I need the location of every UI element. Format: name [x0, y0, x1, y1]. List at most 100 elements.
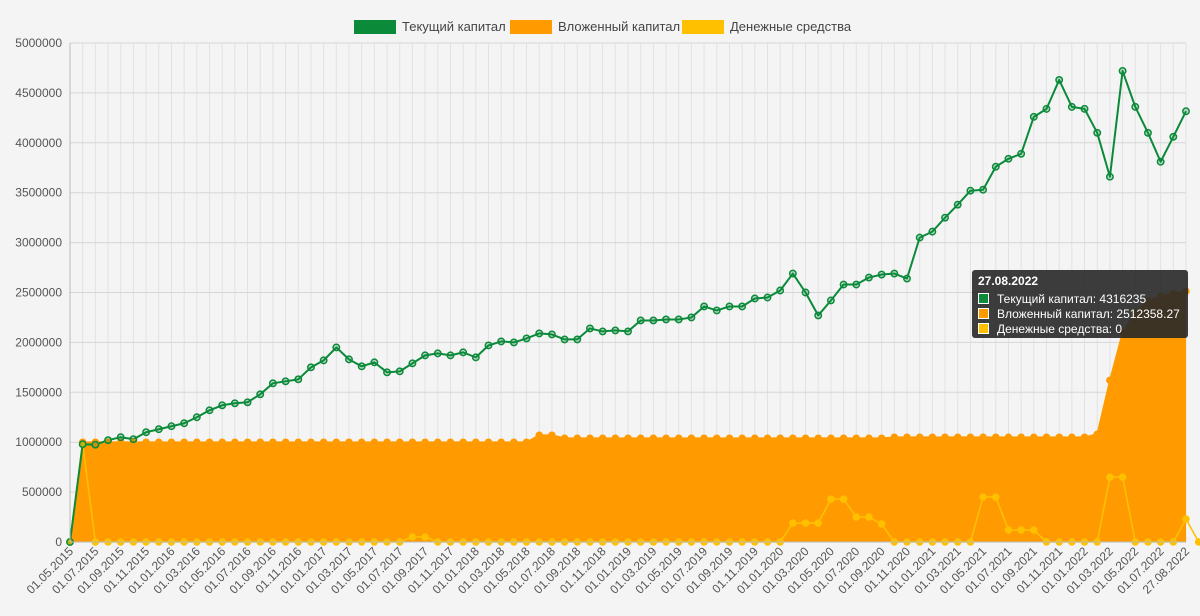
point-cash[interactable] — [1106, 473, 1114, 481]
point-current-capital[interactable] — [129, 435, 138, 444]
point-current-capital[interactable] — [294, 375, 303, 384]
point-invested-capital[interactable] — [687, 434, 696, 442]
point-current-capital[interactable] — [218, 401, 227, 410]
point-current-capital[interactable] — [801, 288, 810, 297]
point-cash[interactable] — [877, 520, 886, 528]
point-current-capital[interactable] — [852, 280, 861, 289]
point-invested-capital[interactable] — [142, 438, 150, 446]
legend-label-current-capital[interactable]: Текущий капитал — [402, 19, 506, 34]
point-invested-capital[interactable] — [763, 434, 772, 442]
point-current-capital[interactable] — [91, 440, 100, 449]
point-current-capital[interactable] — [104, 436, 112, 445]
point-current-capital[interactable] — [421, 351, 430, 360]
point-current-capital[interactable] — [205, 406, 214, 415]
point-current-capital[interactable] — [1131, 102, 1140, 111]
point-invested-capital[interactable] — [573, 434, 582, 442]
point-invested-capital[interactable] — [839, 434, 848, 442]
point-current-capital[interactable] — [966, 186, 975, 195]
point-cash[interactable] — [1017, 526, 1025, 534]
point-current-capital[interactable] — [826, 296, 835, 305]
point-invested-capital[interactable] — [877, 434, 886, 442]
point-invested-capital[interactable] — [1093, 430, 1101, 438]
point-current-capital[interactable] — [839, 280, 848, 289]
point-invested-capital[interactable] — [269, 438, 277, 446]
point-invested-capital[interactable] — [1030, 433, 1038, 441]
point-current-capital[interactable] — [395, 367, 404, 376]
point-current-capital[interactable] — [78, 440, 87, 449]
point-cash[interactable] — [801, 519, 810, 527]
point-current-capital[interactable] — [674, 315, 683, 324]
point-invested-capital[interactable] — [155, 438, 163, 446]
point-invested-capital[interactable] — [738, 434, 746, 442]
point-current-capital[interactable] — [1105, 172, 1114, 181]
point-current-capital[interactable] — [535, 329, 544, 338]
point-cash[interactable] — [979, 493, 987, 501]
point-invested-capital[interactable] — [992, 433, 1000, 441]
point-cash[interactable] — [1182, 515, 1190, 523]
point-current-capital[interactable] — [1169, 132, 1178, 141]
point-current-capital[interactable] — [1029, 112, 1038, 121]
point-current-capital[interactable] — [192, 413, 201, 422]
point-invested-capital[interactable] — [281, 438, 290, 446]
point-invested-capital[interactable] — [231, 438, 239, 446]
point-invested-capital[interactable] — [611, 434, 620, 442]
point-current-capital[interactable] — [357, 362, 366, 371]
point-invested-capital[interactable] — [345, 438, 353, 446]
point-invested-capital[interactable] — [674, 434, 683, 442]
point-invested-capital[interactable] — [548, 431, 556, 439]
point-invested-capital[interactable] — [801, 434, 810, 442]
point-invested-capital[interactable] — [827, 434, 835, 442]
point-invested-capital[interactable] — [408, 438, 417, 446]
point-current-capital[interactable] — [814, 311, 823, 320]
point-current-capital[interactable] — [243, 398, 252, 407]
point-current-capital[interactable] — [433, 349, 442, 358]
point-current-capital[interactable] — [903, 274, 911, 283]
point-current-capital[interactable] — [662, 315, 670, 324]
point-current-capital[interactable] — [712, 306, 721, 315]
point-invested-capital[interactable] — [1042, 433, 1051, 441]
point-current-capital[interactable] — [1182, 107, 1190, 116]
point-current-capital[interactable] — [1118, 66, 1127, 75]
point-current-capital[interactable] — [649, 316, 658, 325]
point-invested-capital[interactable] — [535, 431, 543, 439]
point-cash[interactable] — [1004, 526, 1013, 534]
point-invested-capital[interactable] — [725, 434, 734, 442]
point-current-capital[interactable] — [636, 316, 645, 325]
point-invested-capital[interactable] — [966, 433, 975, 441]
point-cash[interactable] — [789, 519, 797, 527]
point-invested-capital[interactable] — [319, 438, 328, 446]
point-cash[interactable] — [992, 493, 1000, 501]
point-current-capital[interactable] — [471, 353, 480, 362]
point-invested-capital[interactable] — [434, 438, 442, 446]
point-cash[interactable] — [421, 533, 429, 541]
point-current-capital[interactable] — [991, 162, 1000, 171]
point-invested-capital[interactable] — [700, 434, 708, 442]
point-current-capital[interactable] — [915, 233, 924, 242]
point-current-capital[interactable] — [497, 337, 506, 346]
point-current-capital[interactable] — [611, 326, 620, 335]
point-current-capital[interactable] — [1156, 157, 1165, 166]
point-invested-capital[interactable] — [522, 438, 531, 446]
legend-swatch-invested-capital[interactable] — [510, 20, 552, 34]
point-current-capital[interactable] — [408, 359, 417, 368]
point-cash[interactable] — [865, 513, 873, 521]
point-invested-capital[interactable] — [586, 434, 594, 442]
point-invested-capital[interactable] — [510, 438, 518, 446]
point-invested-capital[interactable] — [624, 434, 632, 442]
legend-label-cash[interactable]: Денежные средства — [730, 19, 852, 34]
point-invested-capital[interactable] — [915, 433, 924, 441]
point-cash[interactable] — [408, 533, 417, 541]
point-current-capital[interactable] — [268, 379, 277, 388]
point-current-capital[interactable] — [446, 351, 455, 360]
legend-swatch-cash[interactable] — [682, 20, 724, 34]
point-invested-capital[interactable] — [814, 434, 822, 442]
point-current-capital[interactable] — [332, 343, 341, 352]
point-invested-capital[interactable] — [446, 438, 455, 446]
point-invested-capital[interactable] — [598, 434, 607, 442]
point-current-capital[interactable] — [750, 294, 759, 303]
point-invested-capital[interactable] — [649, 434, 658, 442]
point-current-capital[interactable] — [319, 356, 328, 365]
point-invested-capital[interactable] — [370, 438, 379, 446]
point-cash[interactable] — [814, 519, 822, 527]
point-invested-capital[interactable] — [383, 438, 391, 446]
